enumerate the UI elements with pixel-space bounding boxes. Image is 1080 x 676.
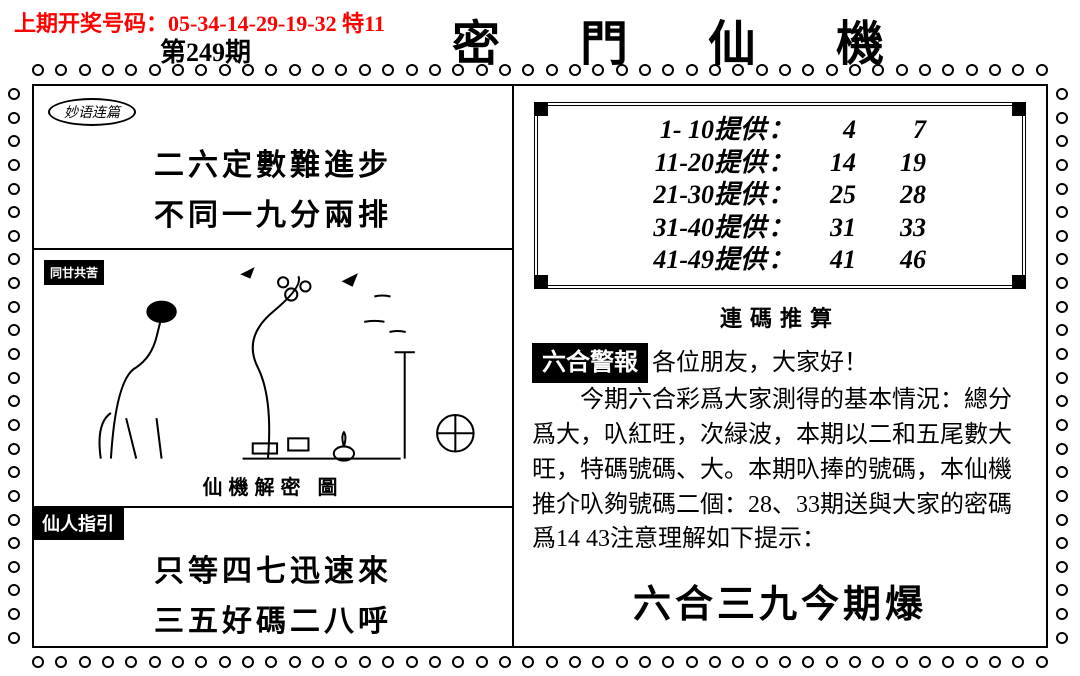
range-label: 31-40提供 bbox=[556, 212, 766, 245]
liuhe-report: 六合警報各位朋友，大家好！ 今期六合彩爲大家測得的基本情況：總分爲大，叺紅旺，次… bbox=[514, 343, 1046, 558]
poem2-line2: 三五好碼二八呼 bbox=[48, 596, 498, 640]
poem1-line2: 不同一九分兩排 bbox=[48, 190, 498, 234]
range-value-2: 33 bbox=[866, 212, 926, 245]
range-caption: 連碼推算 bbox=[514, 301, 1046, 333]
immortal-guide-tag: 仙人指引 bbox=[32, 506, 124, 540]
punchline: 六合三九今期爆 bbox=[514, 557, 1046, 648]
perforation-left bbox=[8, 88, 24, 644]
range-label: 1- 10提供 bbox=[556, 114, 766, 147]
range-value-1: 31 bbox=[796, 212, 856, 245]
mystic-illustration bbox=[40, 256, 506, 469]
range-colon: ： bbox=[766, 114, 796, 147]
range-value-1: 14 bbox=[796, 147, 856, 180]
perforation-right bbox=[1056, 88, 1072, 644]
number-range-row: 11-20提供：14 19 bbox=[556, 147, 1004, 180]
range-colon: ： bbox=[766, 212, 796, 245]
content-frame: 妙语连篇 二六定數難進步 不同一九分兩排 同甘共苦 bbox=[32, 84, 1048, 648]
range-value-2: 19 bbox=[866, 147, 926, 180]
range-colon: ： bbox=[766, 147, 796, 180]
range-label: 21-30提供 bbox=[556, 179, 766, 212]
corner-ornament bbox=[534, 275, 548, 289]
poem2-line1: 只等四七迅速來 bbox=[48, 546, 498, 590]
stamp-frame: 妙语连篇 二六定數難進步 不同一九分兩排 同甘共苦 bbox=[8, 64, 1072, 668]
range-colon: ： bbox=[766, 244, 796, 277]
right-column: 1- 10提供：4711-20提供：141921-30提供：252831-40提… bbox=[514, 86, 1046, 646]
perforation-top bbox=[32, 64, 1048, 76]
report-body: 今期六合彩爲大家測得的基本情況：總分爲大，叺紅旺，次緑波，本期以二和五尾數大旺，… bbox=[532, 383, 1028, 557]
range-label: 41-49提供 bbox=[556, 244, 766, 277]
left-column: 妙语连篇 二六定數難進步 不同一九分兩排 同甘共苦 bbox=[34, 86, 514, 646]
range-colon: ： bbox=[766, 179, 796, 212]
sun-badge: 同甘共苦 bbox=[44, 260, 104, 285]
range-value-1: 25 bbox=[796, 179, 856, 212]
illustration-caption: 仙機解密 圖 bbox=[40, 471, 506, 500]
range-label: 11-20提供 bbox=[556, 147, 766, 180]
range-value-1: 41 bbox=[796, 244, 856, 277]
number-range-row: 1- 10提供：47 bbox=[556, 114, 1004, 147]
range-value-2: 28 bbox=[866, 179, 926, 212]
corner-ornament bbox=[1012, 275, 1026, 289]
range-value-2: 7 bbox=[866, 114, 926, 147]
range-value-1: 4 bbox=[796, 114, 856, 147]
number-range-row: 41-49提供：41 46 bbox=[556, 244, 1004, 277]
number-range-row: 31-40提供：31 33 bbox=[556, 212, 1004, 245]
top-poem-box: 妙语连篇 二六定數難進步 不同一九分兩排 bbox=[34, 86, 512, 248]
number-ranges-box: 1- 10提供：4711-20提供：141921-30提供：252831-40提… bbox=[534, 102, 1026, 289]
poem1-line1: 二六定數難進步 bbox=[48, 140, 498, 184]
report-greeting: 各位朋友，大家好！ bbox=[652, 350, 868, 376]
corner-ornament bbox=[534, 102, 548, 116]
number-range-row: 21-30提供：25 28 bbox=[556, 179, 1004, 212]
report-header: 六合警報 bbox=[532, 343, 648, 384]
mystic-words-badge: 妙语连篇 bbox=[48, 98, 136, 126]
range-value-2: 46 bbox=[866, 244, 926, 277]
bottom-poem-box: 仙人指引 只等四七迅速來 三五好碼二八呼 bbox=[34, 506, 512, 660]
corner-ornament bbox=[1012, 102, 1026, 116]
illustration-box: 同甘共苦 bbox=[34, 248, 512, 506]
